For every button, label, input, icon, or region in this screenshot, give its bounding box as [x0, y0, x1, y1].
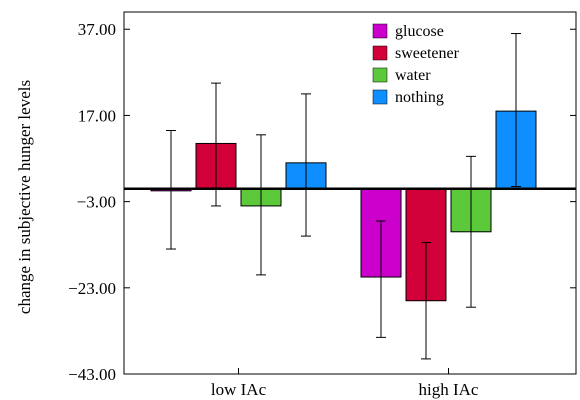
legend-swatch [372, 23, 388, 39]
legend: glucose sweetener water nothing [372, 23, 460, 106]
legend-label: water [395, 67, 431, 84]
y-tick-label: 37.00 [78, 20, 116, 39]
plot-frame [123, 11, 577, 375]
legend-swatch [372, 45, 388, 61]
y-tick-label: 17.00 [78, 106, 116, 125]
x-category-label: high IAc [419, 380, 479, 399]
legend-swatch [372, 67, 388, 83]
legend-label: nothing [395, 89, 444, 106]
legend-label: sweetener [395, 45, 460, 62]
y-tick-label: −23.00 [68, 279, 116, 298]
y-tick-label: −3.00 [77, 193, 116, 212]
y-axis-label: change in subjective hunger levels [15, 80, 34, 314]
y-tick-label: −43.00 [68, 365, 116, 384]
x-category-label: low IAc [211, 380, 267, 399]
legend-swatch [372, 89, 388, 105]
legend-label: glucose [395, 23, 444, 40]
